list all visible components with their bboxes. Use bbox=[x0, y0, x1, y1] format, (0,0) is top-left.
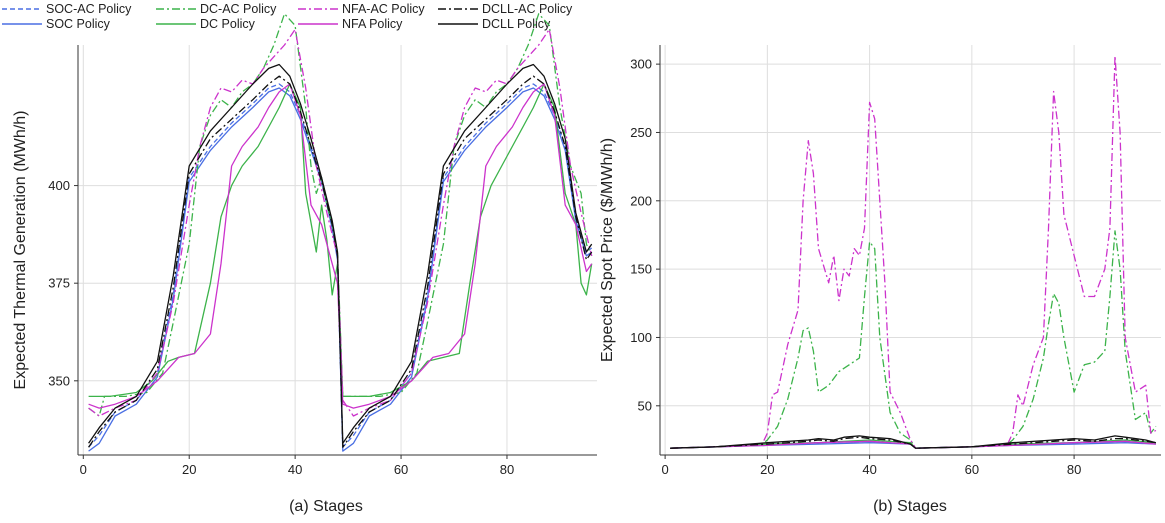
x-tick-label: 60 bbox=[394, 462, 408, 477]
x-tick-label: 60 bbox=[965, 462, 979, 477]
y-tick-label: 400 bbox=[48, 178, 70, 193]
y-tick-label: 300 bbox=[630, 57, 652, 72]
x-tick-label: 40 bbox=[862, 462, 876, 477]
panel-caption: (b) Stages bbox=[873, 498, 947, 515]
y-tick-label: 250 bbox=[630, 125, 652, 140]
y-tick-label: 375 bbox=[48, 276, 70, 291]
x-tick-label: 20 bbox=[182, 462, 196, 477]
series-line-soc-policy bbox=[88, 87, 593, 452]
series-line-dc-ac-policy bbox=[670, 230, 1157, 449]
y-axis-title: Expected Thermal Generation (MWh/h) bbox=[12, 111, 29, 390]
x-tick-label: 40 bbox=[288, 462, 302, 477]
legend-label: NFA Policy bbox=[342, 17, 403, 31]
y-tick-label: 350 bbox=[48, 373, 70, 388]
legend-label: SOC-AC Policy bbox=[46, 2, 132, 16]
legend-label: DC-AC Policy bbox=[200, 2, 277, 16]
legend-label: DCLL-AC Policy bbox=[482, 2, 573, 16]
x-tick-label: 20 bbox=[760, 462, 774, 477]
panel-a: 0 20 40 60 80 350 375 400 Expected Thermal Gener… bbox=[12, 13, 597, 515]
legend-label: SOC Policy bbox=[46, 17, 111, 31]
y-axis-title: Expected Spot Price ($/MWh/h) bbox=[599, 138, 616, 362]
legend-label: DC Policy bbox=[200, 17, 256, 31]
series-line-dcll-policy bbox=[670, 435, 1157, 449]
y-tick-label: 200 bbox=[630, 193, 652, 208]
legend-label: NFA-AC Policy bbox=[342, 2, 425, 16]
x-tick-label: 80 bbox=[500, 462, 514, 477]
series-line-nfa-ac-policy bbox=[670, 55, 1157, 449]
series-line-dcll-policy bbox=[88, 63, 593, 444]
panel-caption: (a) Stages bbox=[289, 498, 363, 515]
x-tick-label: 80 bbox=[1067, 462, 1081, 477]
y-tick-label: 100 bbox=[630, 330, 652, 345]
x-tick-label: 0 bbox=[661, 462, 668, 477]
y-tick-label: 150 bbox=[630, 262, 652, 277]
y-tick-label: 50 bbox=[638, 398, 652, 413]
x-tick-label: 0 bbox=[80, 462, 87, 477]
legend-label: DCLL Policy bbox=[482, 17, 551, 31]
panel-b: 0 20 40 60 80 50 100 150 200 250 300 Expected Spot … bbox=[599, 45, 1161, 515]
series-line-dcll-ac-policy bbox=[88, 75, 593, 448]
